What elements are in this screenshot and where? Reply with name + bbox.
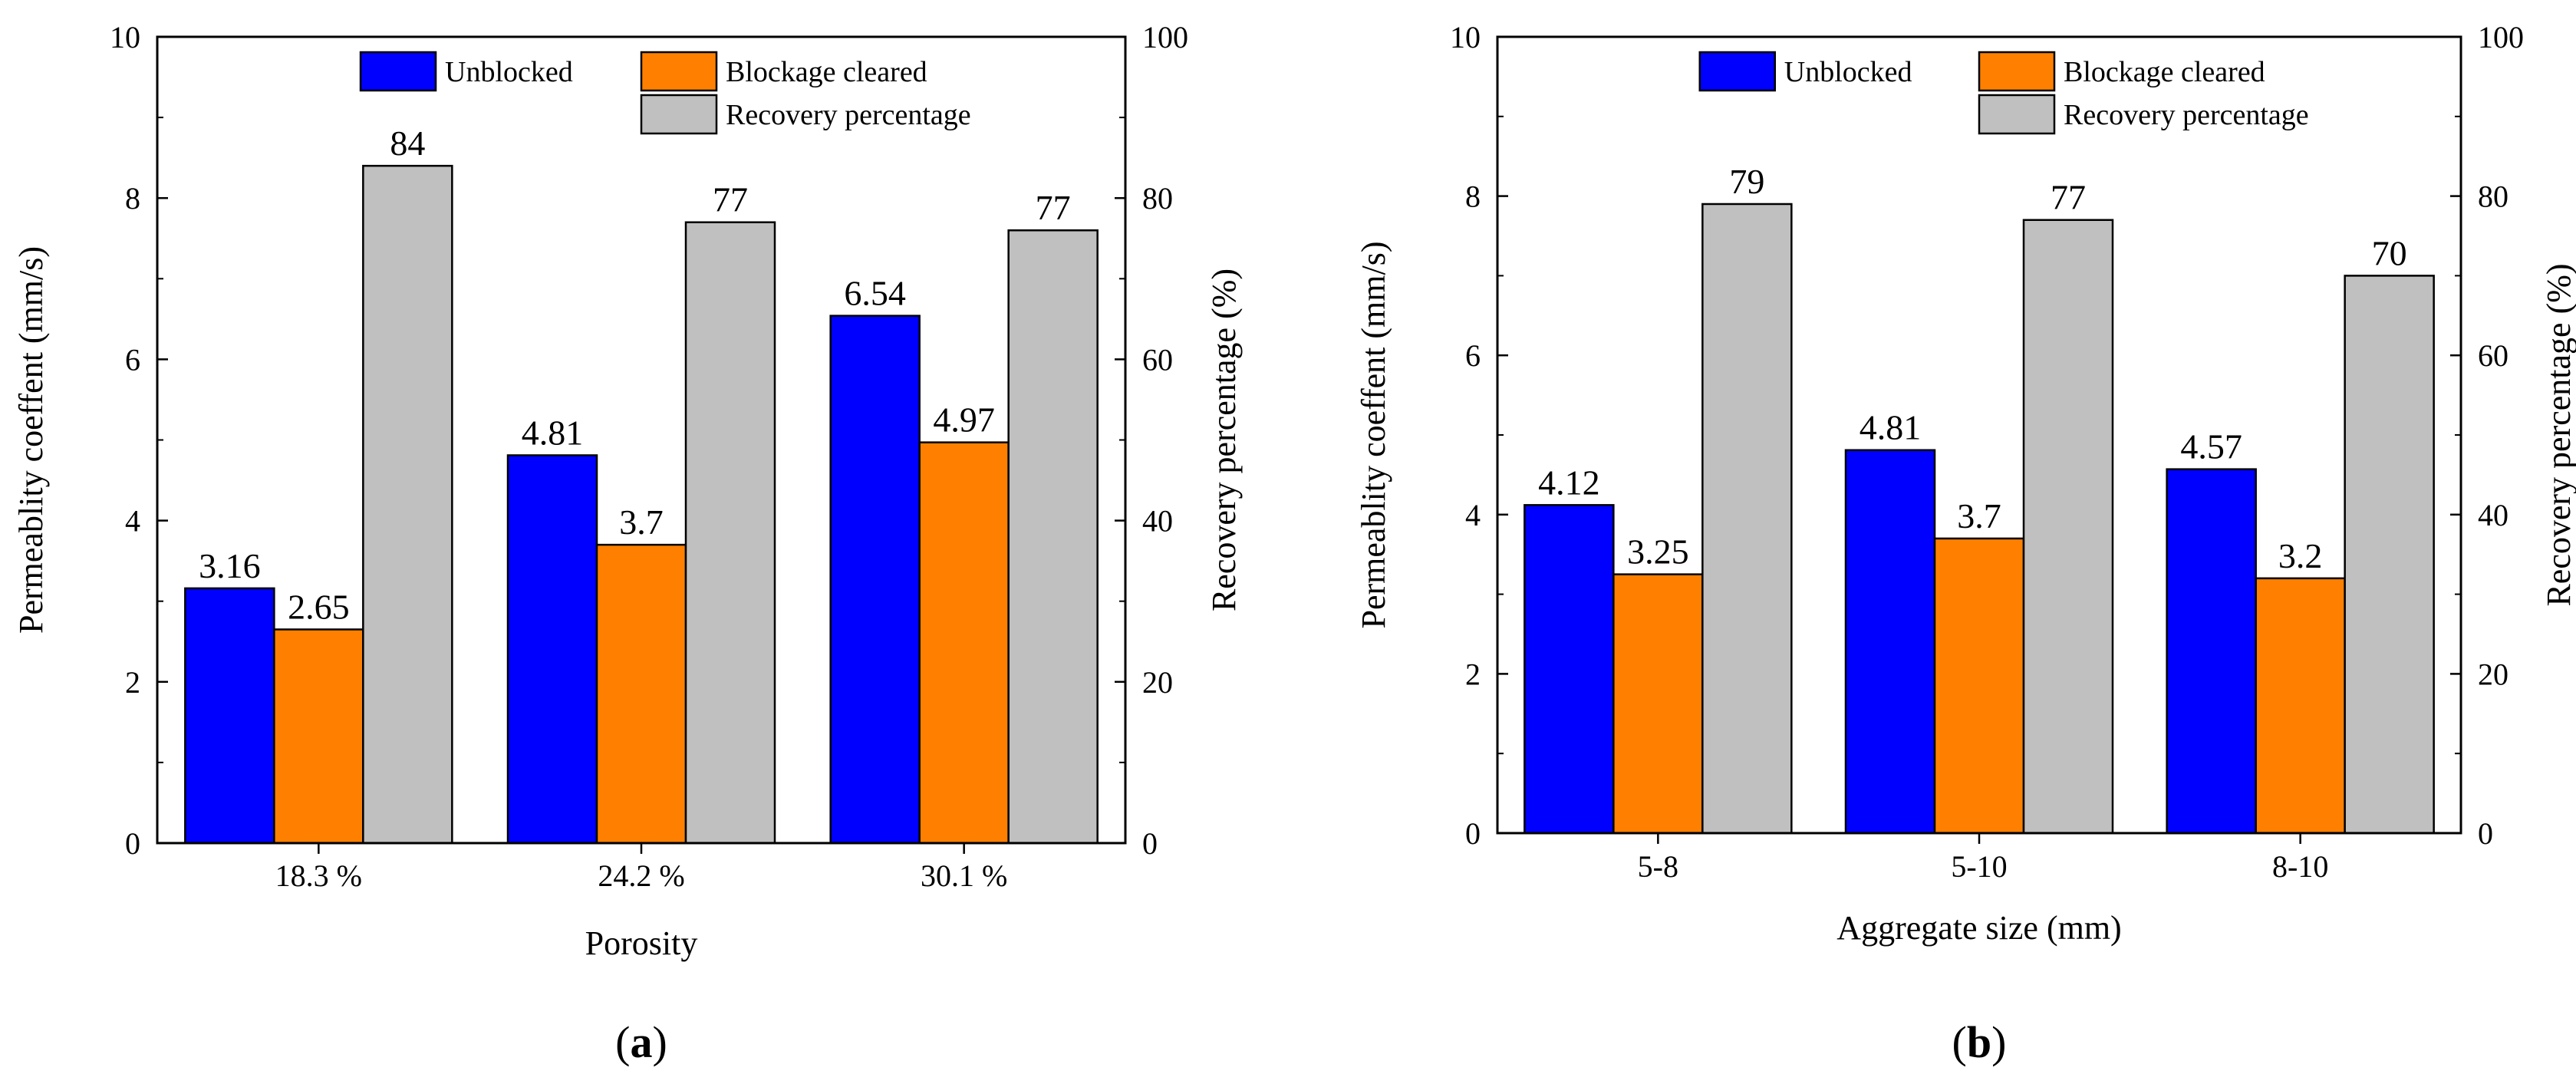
y-tick-label: 6: [1465, 338, 1481, 373]
x-axis-title: Aggregate size (mm): [1836, 909, 2121, 947]
bar-cleared: [1933, 537, 2025, 835]
y-tick-label: 4: [125, 504, 140, 539]
y2-tick-label: 80: [2478, 180, 2508, 214]
legend-label: Recovery percentage: [726, 99, 971, 131]
panel-label: (a): [615, 1017, 667, 1067]
legend-label: Unblocked: [1784, 56, 1912, 88]
y2-tick-label: 100: [1142, 20, 1188, 54]
y2-tick-label: 0: [1142, 826, 1158, 861]
y-tick-label: 0: [125, 826, 140, 861]
x-tick-label: 5-8: [1638, 849, 1678, 884]
x-tick-label: 18.3 %: [275, 858, 362, 893]
legend-label: Blockage cleared: [726, 56, 927, 88]
bar-cleared: [273, 628, 364, 845]
y2-tick-label: 100: [2478, 20, 2524, 54]
y-tick-label: 2: [125, 665, 140, 700]
y-axis-title: Permeablity coeffent (mm/s): [12, 246, 50, 634]
y-tick-label: 10: [110, 20, 140, 54]
data-label: 77: [2051, 178, 2086, 217]
y2-tick-label: 40: [1142, 504, 1173, 539]
x-tick-label: 24.2 %: [598, 858, 684, 893]
data-label: 4.81: [1860, 408, 1922, 447]
panel-label-open: (: [1952, 1017, 1967, 1067]
data-label: 3.7: [1957, 496, 2001, 535]
y-tick-label: 4: [1465, 498, 1481, 532]
y-tick-label: 8: [125, 181, 140, 216]
y2-tick-label: 60: [1142, 342, 1173, 377]
data-label: 77: [713, 180, 748, 219]
data-label: 70: [2372, 233, 2407, 272]
y2-tick-label: 60: [2478, 338, 2508, 373]
legend-swatch-unblocked: [1698, 51, 1777, 92]
data-label: 3.2: [2278, 536, 2323, 575]
legend-swatch-recovery: [640, 94, 718, 135]
bar-cleared: [1612, 573, 1704, 835]
data-label: 4.57: [2180, 427, 2242, 466]
bar-unblocked: [2166, 468, 2257, 835]
legend-swatch-cleared: [1978, 51, 2056, 92]
data-label: 84: [390, 124, 425, 163]
bar-recovery: [1701, 203, 1793, 835]
panel-label: (b): [1952, 1017, 2007, 1067]
x-tick-label: 30.1 %: [921, 858, 1007, 893]
panel-label-close: ): [1991, 1017, 2006, 1067]
y2-axis-title: Recovery percentage (%): [2540, 263, 2576, 606]
y-tick-label: 2: [1465, 657, 1481, 691]
data-label: 6.54: [844, 274, 906, 313]
data-label: 4.12: [1538, 463, 1600, 502]
y-tick-label: 8: [1465, 180, 1481, 214]
panel-label-close: ): [653, 1017, 667, 1067]
bar-unblocked: [1844, 449, 1936, 835]
legend-swatch-recovery: [1978, 94, 2056, 135]
bar-unblocked: [1524, 504, 1615, 835]
panel-label-open: (: [615, 1017, 630, 1067]
x-tick-label: 8-10: [2272, 849, 2328, 884]
y2-axis-title: Recovery percentage (%): [1205, 268, 1243, 611]
x-axis-title: Porosity: [585, 924, 698, 962]
bar-recovery: [2344, 275, 2435, 835]
bar-unblocked: [184, 587, 275, 845]
data-label: 2.65: [288, 587, 350, 626]
bar-recovery: [684, 221, 776, 845]
data-label: 3.16: [199, 546, 261, 585]
data-label: 4.81: [522, 413, 584, 452]
panel-label-letter: b: [1967, 1017, 1991, 1067]
panel-label-letter: a: [631, 1017, 653, 1067]
y2-tick-label: 80: [1142, 181, 1173, 216]
data-label: 3.7: [619, 502, 664, 542]
data-label: 4.97: [933, 400, 995, 440]
y-axis-title: Permeablity coeffent (mm/s): [1355, 241, 1392, 628]
bar-unblocked: [506, 454, 598, 845]
y-tick-label: 0: [1465, 816, 1481, 851]
bar-recovery: [1007, 229, 1099, 845]
bar-cleared: [2255, 577, 2346, 835]
y2-tick-label: 0: [2478, 816, 2493, 851]
legend-label: Unblocked: [445, 56, 573, 88]
data-label: 3.25: [1627, 532, 1689, 572]
chart-panel-b: 4.12 3.25 79 5-8 4.81 3.7 77 5-10 4.57 3.2 70 8-10 0…: [1355, 20, 2576, 1067]
data-label: 79: [1729, 162, 1764, 201]
bar-unblocked: [829, 315, 921, 845]
y2-tick-label: 20: [2478, 657, 2508, 691]
legend-swatch-cleared: [640, 51, 718, 92]
bar-recovery: [2022, 219, 2114, 835]
bar-cleared: [918, 441, 1010, 845]
y-tick-label: 6: [125, 342, 140, 377]
y2-tick-label: 40: [2478, 498, 2508, 532]
bar-cleared: [595, 543, 687, 845]
data-label: 77: [1036, 188, 1071, 227]
y2-tick-label: 20: [1142, 665, 1173, 700]
legend-label: Blockage cleared: [2064, 56, 2265, 88]
x-tick-label: 5-10: [1951, 849, 2007, 884]
bar-recovery: [362, 164, 453, 845]
legend-label: Recovery percentage: [2064, 99, 2309, 131]
legend-swatch-unblocked: [359, 51, 437, 92]
y-tick-label: 10: [1450, 20, 1481, 54]
